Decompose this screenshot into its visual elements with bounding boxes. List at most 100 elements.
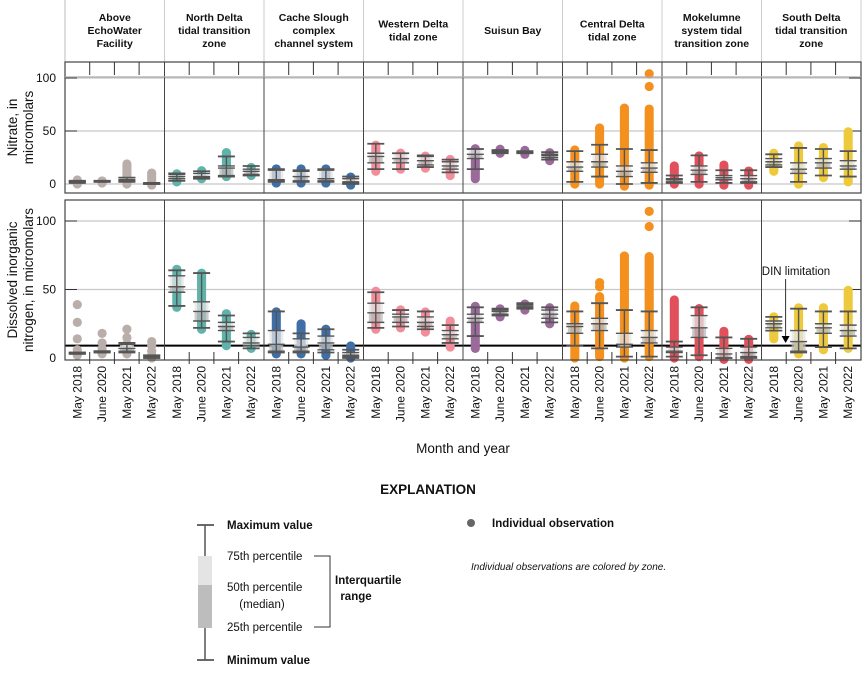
box-0-2 [118, 324, 136, 359]
zone-header-label: EchoWater [88, 25, 142, 37]
observation-dot [644, 206, 654, 217]
observation-dot [644, 252, 654, 262]
x-tick-label: June 2020 [493, 366, 507, 422]
y-tick-label: 0 [49, 351, 56, 365]
box-4-0 [466, 301, 484, 354]
observation-dot [818, 143, 829, 153]
box-4-2 [516, 145, 534, 159]
legend-p25-label: 25th percentile [227, 622, 302, 634]
x-tick-label: May 2022 [145, 366, 159, 419]
panel-frame [64, 61, 862, 194]
x-tick-label: May 2022 [841, 366, 855, 419]
zone-header-label: Facility [97, 38, 133, 50]
observation-dot [818, 303, 829, 313]
zone-header-label: tidal zone [588, 32, 637, 44]
legend-box-lower [198, 585, 212, 628]
zone-header-label: transition zone [674, 38, 749, 50]
observation-dot [72, 334, 82, 344]
box-1-0 [168, 264, 186, 312]
legend-observation-dot [467, 519, 475, 527]
box-2-0 [267, 164, 285, 188]
box-7-3 [839, 285, 857, 354]
zone-header-label: Cache Slough [279, 12, 349, 24]
box-2-0 [267, 307, 285, 359]
zone-header-label: zone [799, 38, 823, 50]
x-tick-label: May 2021 [518, 366, 532, 419]
observation-dot [769, 148, 779, 158]
observation-dot [147, 336, 157, 347]
box-3-1 [392, 148, 410, 174]
observation-dot [843, 285, 853, 296]
legend-title: EXPLANATION [380, 482, 476, 497]
x-tick-label: June 2020 [692, 366, 706, 422]
box-2-1 [292, 319, 310, 359]
observation-dot [221, 147, 231, 158]
box-1-2 [217, 309, 235, 351]
observation-dot [445, 316, 455, 326]
zone-header-label: tidal transition [775, 25, 847, 37]
observation-dot [644, 81, 654, 92]
legend-p50-label: 50th percentile [227, 582, 302, 594]
x-tick-label: June 2020 [792, 366, 806, 422]
y-axis-label: micromolars [21, 91, 36, 165]
box-5-1 [591, 123, 609, 189]
box-1-1 [193, 166, 211, 184]
y-axis-label: nitrogen, in micromolars [21, 208, 36, 352]
zone-header-label: channel system [274, 38, 353, 50]
legend-iqr-label: range [340, 591, 371, 603]
x-tick-label: May 2018 [767, 366, 781, 419]
box-3-0 [367, 286, 385, 334]
box-5-0 [566, 145, 584, 189]
zone-header-label: tidal zone [389, 32, 438, 44]
zone-header-label: North Delta [186, 12, 243, 24]
box-4-1 [491, 144, 509, 158]
y-axis-label: Dissolved inorganic [5, 221, 20, 338]
box-5-0 [566, 301, 584, 363]
box-3-3 [441, 316, 459, 352]
observation-dot [72, 317, 82, 327]
box-4-1 [491, 304, 509, 322]
box-7-1 [790, 303, 808, 359]
box-1-2 [217, 147, 235, 182]
x-tick-label: May 2018 [369, 366, 383, 419]
x-tick-label: June 2020 [394, 366, 408, 422]
x-tick-label: May 2022 [244, 366, 258, 419]
box-2-3 [342, 172, 360, 190]
y-tick-label: 50 [43, 283, 57, 297]
box-0-1 [93, 176, 111, 188]
zone-header-label: Western Delta [378, 19, 448, 31]
zone-header-label: tidal transition [178, 25, 250, 37]
box-7-2 [814, 143, 832, 183]
box-7-3 [839, 127, 857, 187]
box-5-1 [591, 278, 609, 362]
observation-dot [172, 264, 182, 274]
observation-dot [595, 123, 605, 133]
zone-header-label: Central Delta [580, 19, 645, 31]
box-7-0 [765, 312, 783, 344]
box-5-2 [615, 251, 633, 363]
observation-dot [619, 103, 630, 113]
observation-dot [122, 332, 132, 343]
box-2-2 [317, 164, 335, 188]
x-tick-label: June 2020 [195, 366, 209, 422]
observation-dot [97, 338, 107, 348]
observation-dot [619, 251, 630, 261]
x-tick-label: May 2018 [170, 366, 184, 419]
x-tick-label: May 2021 [617, 366, 631, 419]
box-4-2 [516, 299, 534, 315]
box-6-2 [715, 160, 733, 190]
box-0-3 [143, 168, 161, 190]
x-tick-label: May 2021 [120, 366, 134, 419]
x-tick-label: May 2018 [269, 366, 283, 419]
observation-dot [122, 159, 132, 169]
observation-dot [346, 341, 356, 351]
box-3-3 [441, 154, 459, 181]
x-tick-label: May 2018 [568, 366, 582, 419]
x-tick-label: May 2022 [543, 366, 557, 419]
x-tick-label: May 2021 [717, 366, 731, 419]
box-3-2 [416, 151, 434, 173]
x-tick-label: May 2021 [418, 366, 432, 419]
observation-dot [122, 324, 132, 334]
box-7-0 [765, 148, 783, 176]
